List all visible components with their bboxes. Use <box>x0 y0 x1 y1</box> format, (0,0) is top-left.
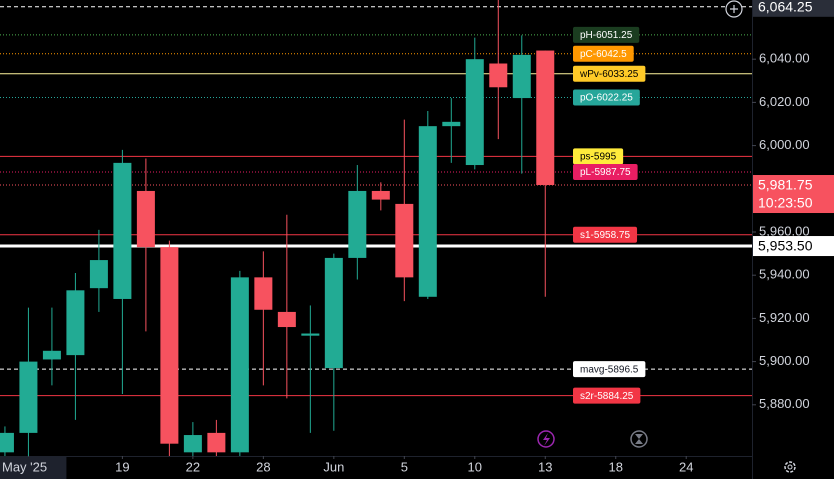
candle-body <box>136 190 155 248</box>
level-label-box <box>573 148 624 165</box>
price-label-box <box>753 175 834 214</box>
x-tick-label: 18 <box>609 459 623 474</box>
y-tick-label: 5,900.00 <box>759 353 810 368</box>
x-tick-label: May '25 <box>2 459 47 474</box>
candle-body <box>89 260 108 289</box>
candle-body <box>536 50 555 186</box>
candle-body <box>66 290 85 356</box>
level-label-box <box>573 164 638 181</box>
candle-body <box>348 190 367 258</box>
y-tick-label: 5,960.00 <box>759 223 810 238</box>
candle-body <box>512 54 531 99</box>
y-tick-label: 5,940.00 <box>759 267 810 282</box>
candle-body <box>207 432 226 453</box>
level-label-text: pH-6051.25 <box>580 30 633 41</box>
candle-body <box>42 350 61 360</box>
y-tick-label: 5,880.00 <box>759 396 810 411</box>
settings-button[interactable] <box>784 461 796 473</box>
level-label-text: pO-6022.25 <box>580 93 633 104</box>
candle-body <box>371 190 390 200</box>
x-tick-label: 28 <box>256 459 270 474</box>
level-label: pC-6042.5 <box>573 45 634 62</box>
x-tick-label: 22 <box>186 459 200 474</box>
x-tick-label: 24 <box>679 459 693 474</box>
candle-body <box>465 59 484 166</box>
level-label: ps-5995 <box>573 148 624 165</box>
level-label: wPv-6033.25 <box>573 65 646 82</box>
candle-body <box>113 162 132 299</box>
candle-body <box>0 432 14 453</box>
y-tick-label: 6,020.00 <box>759 94 810 109</box>
y-tick-label: 6,040.00 <box>759 51 810 66</box>
level-label: pH-6051.25 <box>573 26 640 43</box>
x-tick-label: 5 <box>401 459 408 474</box>
level-label-text: wPv-6033.25 <box>579 69 639 80</box>
level-label: pL-5987.75 <box>573 164 638 181</box>
y-tick-label: 5,920.00 <box>759 310 810 325</box>
x-tick-label: 19 <box>115 459 129 474</box>
candle-body <box>442 121 461 127</box>
level-label-text: pC-6042.5 <box>580 49 627 60</box>
x-tick-label: Jun <box>323 459 344 474</box>
candle-body <box>277 311 296 328</box>
candle-body <box>301 333 320 336</box>
plot-area <box>0 0 752 456</box>
x-tick-label: 13 <box>538 459 552 474</box>
candle-body <box>418 126 437 297</box>
candle-body <box>324 257 343 369</box>
level-label-box <box>573 26 640 43</box>
candle-body <box>160 247 179 444</box>
level-label-box <box>573 226 638 243</box>
candle-body <box>254 277 273 310</box>
level-label-text: s2r-5884.25 <box>580 391 634 402</box>
level-label-text: mavg-5896.5 <box>580 364 639 375</box>
candle-body <box>19 361 38 433</box>
price-label: 5,953.50 <box>758 238 813 254</box>
event-icon[interactable] <box>537 430 555 448</box>
level-label: s1-5958.75 <box>573 226 638 243</box>
level-label-box <box>573 45 634 62</box>
level-label: s2r-5884.25 <box>573 387 641 404</box>
level-label: pO-6022.25 <box>573 89 640 106</box>
x-tick-label: 10 <box>468 459 482 474</box>
level-label-box <box>573 89 640 106</box>
price-label-box <box>753 0 834 17</box>
session-icon[interactable] <box>630 430 648 448</box>
add-button[interactable] <box>725 0 743 18</box>
level-label-text: pL-5987.75 <box>580 167 631 178</box>
level-label-text: s1-5958.75 <box>580 230 630 241</box>
price-label-box <box>753 236 834 257</box>
level-label-box <box>573 387 641 404</box>
candle-body <box>183 435 202 453</box>
level-label-box <box>573 361 646 378</box>
x-tick-label-bg <box>0 457 67 479</box>
axes: 5,880.00 5,900.00 5,920.00 5,940.00 5,960.00… <box>0 0 810 479</box>
y-tick-label: 6,000.00 <box>759 137 810 152</box>
level-label-text: ps-5995 <box>580 152 617 163</box>
price-label: 6,064.25 <box>758 0 813 15</box>
countdown-label: 10:23:50 <box>758 195 813 211</box>
level-label-box <box>573 65 646 82</box>
candle-body <box>395 203 414 278</box>
price-label: 5,981.75 <box>758 177 813 193</box>
candle-body <box>230 277 249 453</box>
candle-body <box>489 63 508 88</box>
level-label: mavg-5896.5 <box>573 361 646 378</box>
